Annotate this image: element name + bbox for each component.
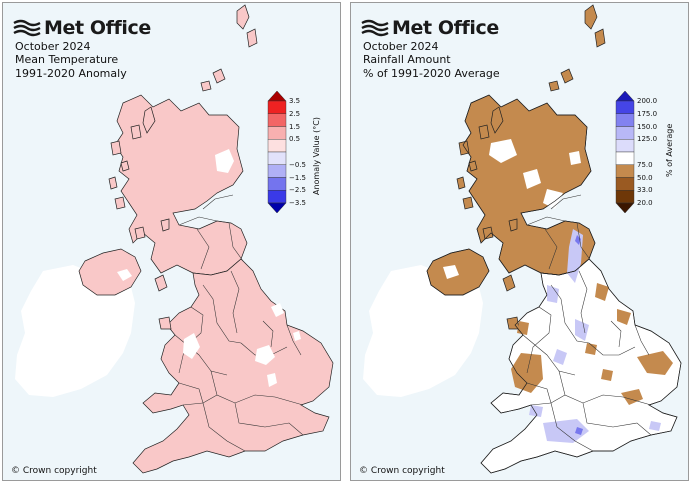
legend-tick-label: 3.5 [289, 97, 301, 105]
near-average-areas [443, 139, 581, 279]
met-office-logo-icon [361, 19, 389, 37]
legend-swatch [615, 151, 635, 165]
title-month: October 2024 [15, 40, 91, 53]
legend-tick-label: 200.0 [637, 97, 658, 105]
map-title: October 2024 Rainfall Amount % of 1991-2… [363, 40, 500, 80]
legend-swatch [615, 177, 635, 191]
legend-swatch [615, 190, 635, 204]
logo-text: Met Office [44, 17, 151, 39]
near-average-areas [117, 149, 301, 387]
map-title: October 2024 Mean Temperature 1991-2020 … [15, 40, 127, 80]
legend-swatch [615, 139, 635, 153]
legend-tick-label: 125.0 [637, 135, 658, 144]
legend-swatch [267, 177, 287, 191]
legend-swatch [615, 164, 635, 178]
legend-colorbar [615, 91, 635, 213]
legend-title: % of Average [665, 123, 674, 177]
legend-tick-label: 175.0 [637, 109, 658, 118]
legend-swatch [267, 139, 287, 153]
temperature-anomaly-panel: Met Office October 2024 Mean Temperature… [2, 2, 341, 481]
title-variable: Mean Temperature [15, 53, 119, 67]
legend-tick-label: −3.5 [289, 199, 306, 207]
copyright-notice: © Crown copyright [359, 466, 445, 476]
legend-tick-label: 20.0 [637, 199, 653, 207]
legend-swatch [615, 113, 635, 127]
legend-tick-label: 0.5 [289, 135, 301, 144]
temperature-anomaly-map [15, 4, 334, 474]
legend-swatch [267, 190, 287, 204]
title-variable: Rainfall Amount [363, 53, 451, 67]
temperature-legend: 3.5 2.5 1.5 0.5 −0.5 −1.5 −2.5 −3.5 Anomaly Valu… [267, 91, 340, 213]
legend-tick-label: −2.5 [289, 186, 306, 195]
met-office-logo: Met Office [13, 17, 151, 39]
met-office-logo-icon [13, 19, 41, 37]
met-office-logo: Met Office [361, 17, 499, 39]
rainfall-map [363, 4, 682, 474]
legend-colorbar [267, 91, 287, 213]
legend-swatch [615, 100, 635, 114]
legend-tick-label: 2.5 [289, 109, 301, 118]
legend-tick-label: 1.5 [289, 122, 301, 131]
legend-cap-top [615, 91, 635, 102]
title-month: October 2024 [363, 40, 439, 53]
rainfall-panel: Met Office October 2024 Rainfall Amount … [350, 2, 689, 481]
title-baseline: % of 1991-2020 Average [363, 66, 500, 80]
legend-tick-label: 33.0 [637, 186, 653, 195]
legend-tick-label: −0.5 [289, 160, 306, 169]
legend-swatch [267, 100, 287, 114]
legend-swatch [267, 126, 287, 140]
rainfall-legend: 200.0 175.0 150.0 125.0 75.0 50.0 33.0 20.0 % of… [615, 91, 688, 213]
legend-tick-label: 50.0 [637, 173, 653, 182]
title-baseline: 1991-2020 Anomaly [15, 66, 127, 80]
legend-swatch [267, 113, 287, 127]
legend-swatch [267, 151, 287, 165]
legend-tick-label: −1.5 [289, 173, 306, 182]
legend-cap-bottom [267, 202, 287, 213]
legend-tick-label: 75.0 [637, 160, 653, 169]
logo-text: Met Office [392, 17, 499, 39]
legend-swatch [267, 164, 287, 178]
legend-cap-top [267, 91, 287, 102]
copyright-notice: © Crown copyright [11, 466, 97, 476]
legend-cap-bottom [615, 202, 635, 213]
legend-title: Anomaly Value (°C) [312, 117, 321, 195]
legend-swatch [615, 126, 635, 140]
legend-tick-label: 150.0 [637, 122, 658, 131]
